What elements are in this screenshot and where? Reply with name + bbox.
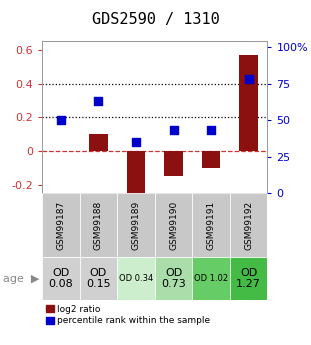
Text: age  ▶: age ▶ — [3, 274, 39, 284]
Text: GSM99187: GSM99187 — [56, 200, 65, 250]
Bar — [155, 257, 192, 300]
Legend: log2 ratio, percentile rank within the sample: log2 ratio, percentile rank within the s… — [47, 305, 211, 325]
Point — [209, 128, 214, 133]
Point — [133, 139, 138, 145]
Bar — [192, 193, 230, 257]
Bar — [202, 151, 220, 168]
Point — [171, 128, 176, 133]
Bar — [230, 257, 267, 300]
Text: OD
1.27: OD 1.27 — [236, 268, 261, 289]
Point — [96, 98, 101, 104]
Bar — [192, 257, 230, 300]
Bar — [117, 193, 155, 257]
Text: OD
0.08: OD 0.08 — [49, 268, 73, 289]
Text: OD
0.73: OD 0.73 — [161, 268, 186, 289]
Text: OD 1.02: OD 1.02 — [194, 274, 228, 283]
Bar — [89, 134, 108, 151]
Bar — [80, 257, 117, 300]
Bar — [230, 193, 267, 257]
Text: OD 0.34: OD 0.34 — [119, 274, 153, 283]
Text: GSM99192: GSM99192 — [244, 200, 253, 250]
Text: GDS2590 / 1310: GDS2590 / 1310 — [92, 12, 219, 27]
Text: GSM99191: GSM99191 — [207, 200, 216, 250]
Text: GSM99188: GSM99188 — [94, 200, 103, 250]
Text: GSM99189: GSM99189 — [132, 200, 141, 250]
Bar — [164, 151, 183, 176]
Bar — [127, 151, 145, 193]
Point — [58, 117, 63, 123]
Bar — [155, 193, 192, 257]
Bar — [42, 193, 80, 257]
Text: GSM99190: GSM99190 — [169, 200, 178, 250]
Text: OD
0.15: OD 0.15 — [86, 268, 111, 289]
Bar — [42, 257, 80, 300]
Bar — [239, 55, 258, 151]
Point — [246, 77, 251, 82]
Bar — [117, 257, 155, 300]
Bar — [80, 193, 117, 257]
